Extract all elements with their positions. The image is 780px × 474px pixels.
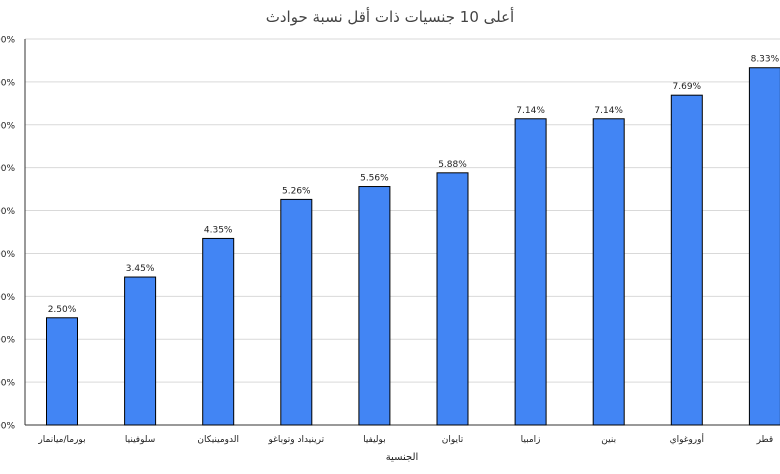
data-label: 5.26% — [282, 186, 311, 196]
data-label: 3.45% — [126, 264, 155, 274]
bar — [47, 318, 78, 425]
bar — [359, 187, 390, 425]
data-label: 7.14% — [594, 106, 623, 116]
bar — [593, 119, 624, 425]
y-tick-label: 0.00% — [0, 422, 15, 432]
x-tick-label: تايوان — [442, 435, 464, 445]
y-tick-label: 2.00% — [0, 336, 15, 346]
data-label: 5.56% — [360, 174, 389, 184]
x-tick-label: بوليفيا — [363, 435, 386, 445]
bar — [437, 173, 468, 425]
x-tick-label: قطر — [756, 435, 774, 445]
x-tick-label: الدومينيكان — [197, 435, 239, 445]
data-label: 4.35% — [204, 225, 233, 235]
x-tick-label: سلوفينيا — [125, 435, 155, 445]
bar — [671, 95, 702, 425]
y-tick-label: 1.00% — [0, 379, 15, 389]
bar — [281, 199, 312, 425]
x-tick-label: ترينيداد وتوباغو — [267, 435, 324, 445]
x-tick-label: بنين — [601, 435, 616, 445]
y-tick-label: 9.00% — [0, 36, 15, 46]
bars — [47, 68, 780, 425]
y-tick-label: 6.00% — [0, 164, 15, 174]
bar — [203, 238, 234, 425]
y-tick-label: 8.00% — [0, 78, 15, 88]
data-label: 7.69% — [673, 82, 702, 92]
data-label: 2.50% — [48, 305, 77, 315]
bar — [515, 119, 546, 425]
data-labels: 2.50% 3.45% 4.35% 5.26% 5.56% 5.88% 7.14% 7.14%… — [48, 55, 780, 315]
data-label: 8.33% — [751, 55, 780, 65]
y-tick-label: 4.00% — [0, 250, 15, 260]
data-label: 5.88% — [438, 160, 467, 170]
data-label: 7.14% — [516, 106, 545, 116]
y-tick-label: 5.00% — [0, 207, 15, 217]
x-tick-label: أوروغواي — [670, 433, 704, 445]
bar — [749, 68, 780, 425]
y-tick-label: 7.00% — [0, 121, 15, 131]
x-axis-title: الجنسية — [386, 452, 419, 463]
y-tick-label: 3.00% — [0, 293, 15, 303]
bar — [125, 277, 156, 425]
x-tick-label: بورما/ميانمار — [37, 435, 85, 445]
x-tick-label: زامبيا — [521, 435, 541, 445]
chart-title: أعلى 10 جنسيات ذات أقل نسبة حوادث — [266, 7, 514, 26]
